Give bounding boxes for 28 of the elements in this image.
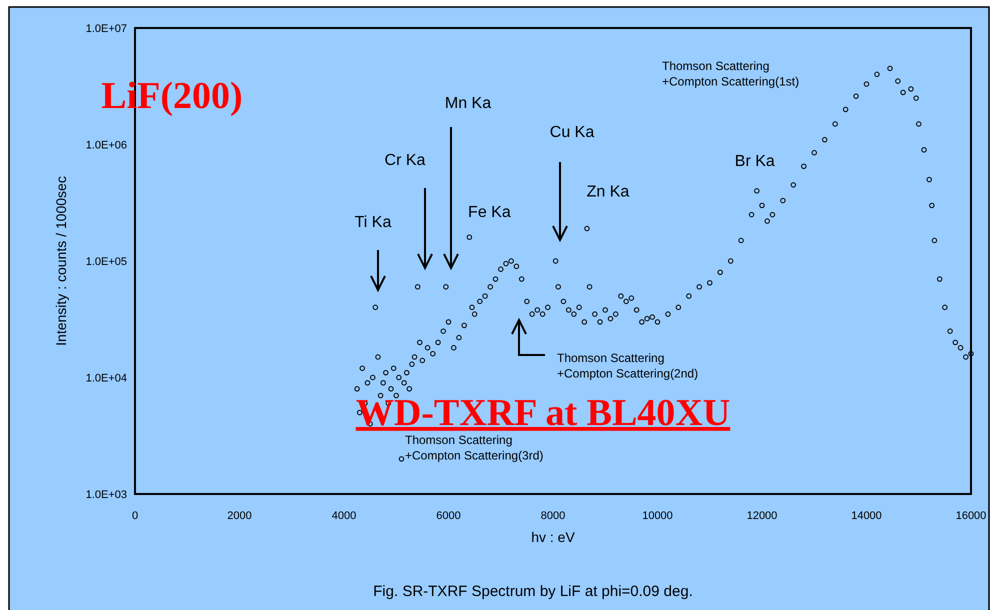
x-tick-label: 12000 xyxy=(746,510,778,522)
text: Fig. SR-TXRF Spectrum by LiF at phi=0.09 deg. xyxy=(373,583,693,600)
x-tick-label: 4000 xyxy=(332,510,356,522)
annotation: Thomson Scattering +Compton Scattering(3rd) xyxy=(405,433,544,463)
annotation: Cu Ka xyxy=(550,124,594,141)
annotation: Zn Ka xyxy=(586,184,630,201)
annotation: Ti Ka xyxy=(354,214,392,231)
annotation: Fe Ka xyxy=(468,204,511,222)
annotation: Cr Ka xyxy=(384,152,426,169)
y-tick-label: 1.0E+04 xyxy=(86,372,127,384)
annotation: Thomson Scattering +Compton Scattering(2nd) xyxy=(557,351,698,381)
x-tick-label: 6000 xyxy=(436,510,461,522)
annotation: WD-TXRF at BL40XU xyxy=(356,392,730,434)
annotation: Thomson Scattering +Compton Scattering(1st) xyxy=(662,59,800,89)
annotation: Br Ka xyxy=(734,152,775,170)
y-tick-label: 1.0E+03 xyxy=(86,489,127,501)
y-tick-label: 1.0E+07 xyxy=(86,23,127,35)
y-tick-label: 1.0E+06 xyxy=(86,140,127,152)
y-axis-title: Intensity : counts / 1000sec xyxy=(53,176,69,346)
x-tick-label: 2000 xyxy=(227,510,252,522)
x-tick-label: 8000 xyxy=(540,510,566,522)
x-tick-label: 14000 xyxy=(851,510,882,522)
x-axis-title: hv : eV xyxy=(531,529,576,545)
annotation: Mn Ka xyxy=(444,95,492,112)
y-tick-label: 1.0E+05 xyxy=(86,256,127,268)
x-tick-label: 16000 xyxy=(956,510,986,522)
x-tick-label: 0 xyxy=(132,510,138,522)
x-tick-label: 10000 xyxy=(642,510,673,522)
